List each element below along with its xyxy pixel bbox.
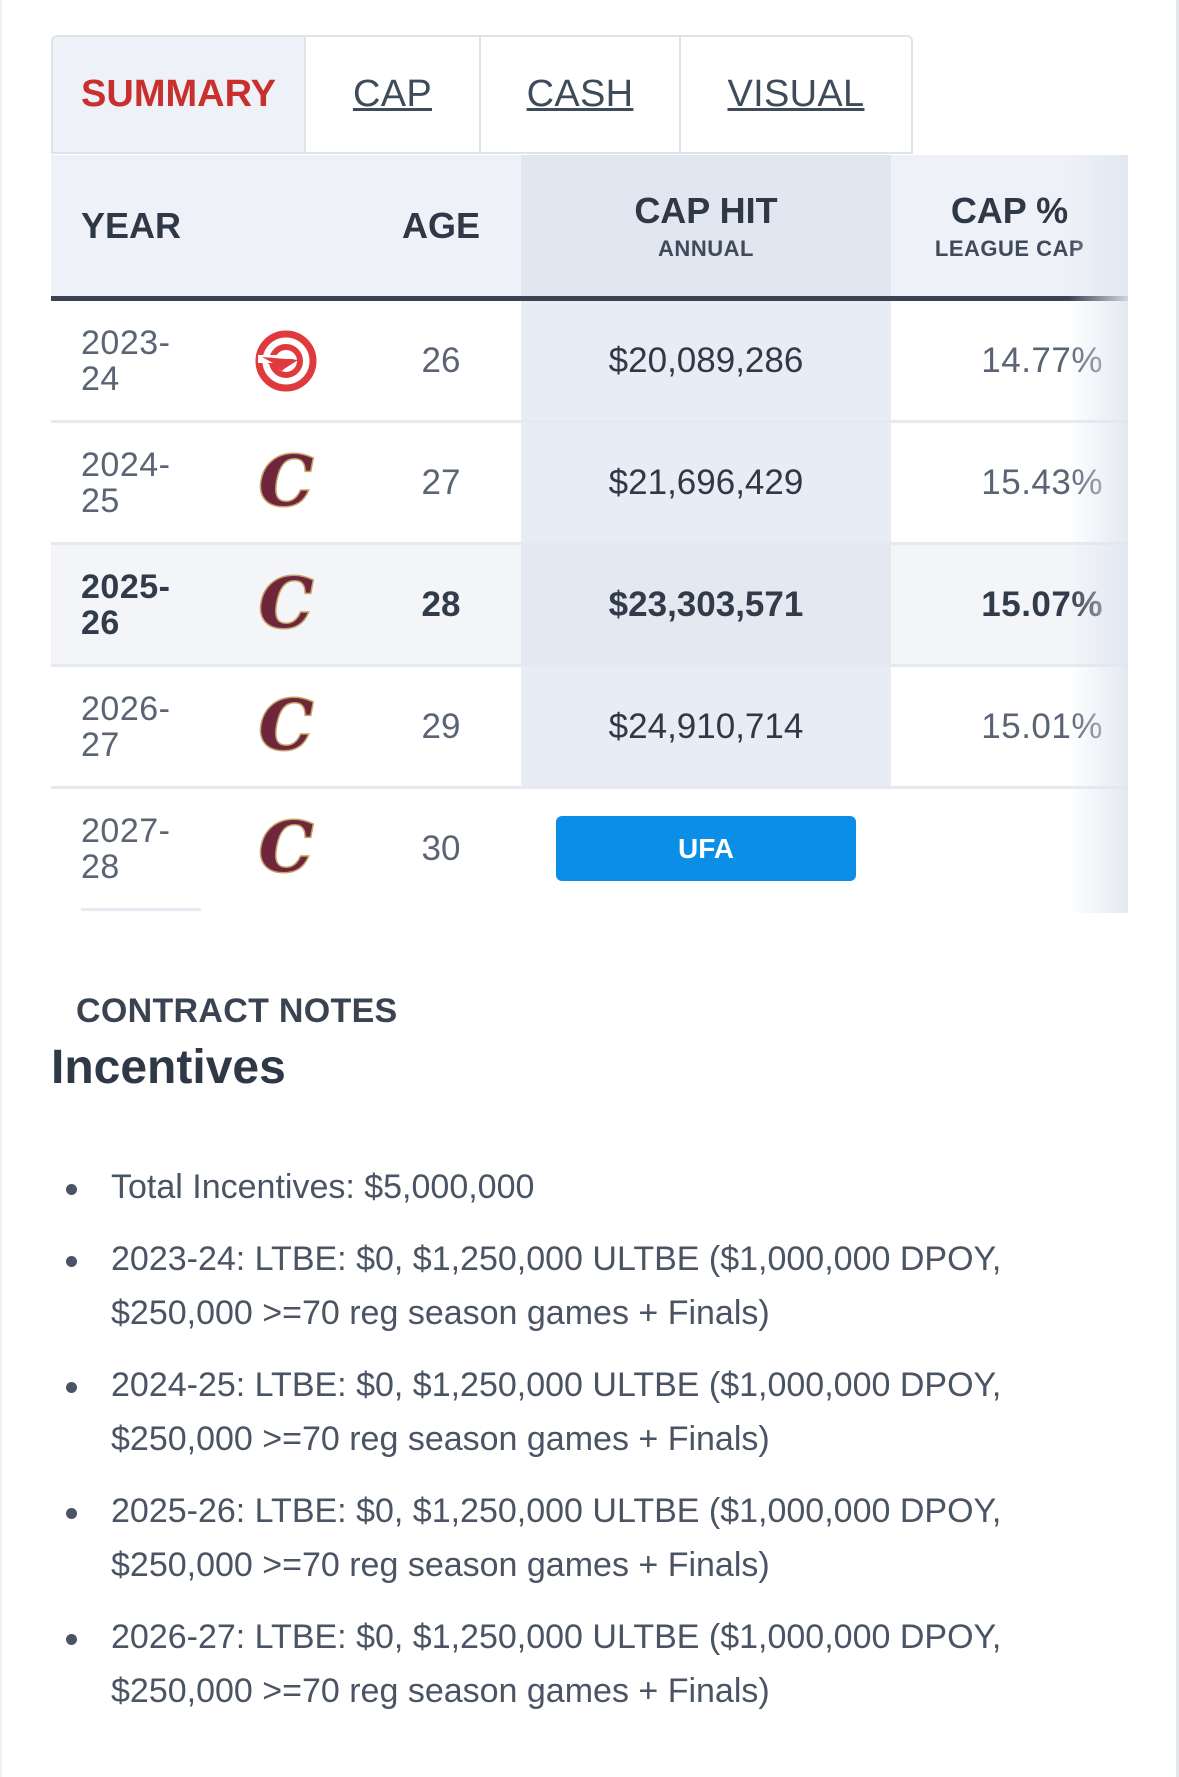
row-cap-pct: 15.43% xyxy=(891,423,1128,542)
cap-pct-header-sub: LEAGUE CAP xyxy=(935,236,1084,262)
list-item-text: Total Incentives: $5,000,000 xyxy=(111,1168,534,1206)
row-cap-pct: 14.77% xyxy=(891,301,1128,420)
row-cap-pct: 15.07% xyxy=(891,545,1128,664)
cap-pct-header-label: CAP % xyxy=(951,190,1068,232)
row-cap-hit-cell: UFA xyxy=(521,789,891,908)
tab-visual[interactable]: VISUAL xyxy=(681,37,911,152)
row-age: 29 xyxy=(371,667,511,786)
row-age: 27 xyxy=(371,423,511,542)
cap-hit-header-sub: ANNUAL xyxy=(658,236,754,262)
list-item: 2026-27: LTBE: $0, $1,250,000 ULTBE ($1,… xyxy=(51,1610,1061,1718)
row-cap-hit: $24,910,714 xyxy=(521,667,891,786)
cavaliers-logo-icon: C xyxy=(246,789,326,908)
year-column-header: YEAR xyxy=(81,155,181,296)
cap-hit-header-label: CAP HIT xyxy=(634,190,777,232)
cap-pct-column-header[interactable]: CAP % LEAGUE CAP xyxy=(891,155,1128,296)
incentives-list: Total Incentives: $5,000,000 2023-24: LT… xyxy=(51,1160,1061,1736)
bullet-icon xyxy=(66,1508,77,1519)
tab-bar: SUMMARY CAP CASH VISUAL xyxy=(51,35,913,154)
list-item-text: 2023-24: LTBE: $0, $1,250,000 ULTBE ($1,… xyxy=(111,1240,1001,1332)
contract-notes-label: CONTRACT NOTES xyxy=(76,992,398,1031)
row-year: 2027-28 xyxy=(81,789,201,911)
hawks-logo-icon xyxy=(246,301,326,420)
age-column-header: AGE xyxy=(371,155,511,296)
cavaliers-logo-icon: C xyxy=(246,667,326,786)
age-header-label: AGE xyxy=(402,205,480,247)
row-age: 26 xyxy=(371,301,511,420)
row-age: 28 xyxy=(371,545,511,664)
table-row: 2026-27 C 29 $24,910,714 15.01% xyxy=(51,667,1128,789)
tab-cash[interactable]: CASH xyxy=(481,37,681,152)
table-row: 2023-24 26 $20,089,286 14.77% xyxy=(51,301,1128,423)
table-header: YEAR AGE CAP HIT ANNUAL CAP % LEAGUE CAP xyxy=(51,155,1128,301)
left-edge xyxy=(0,0,2,1777)
cavaliers-logo-icon: C xyxy=(246,423,326,542)
row-age: 30 xyxy=(371,789,511,908)
bullet-icon xyxy=(66,1256,77,1267)
contract-table: YEAR AGE CAP HIT ANNUAL CAP % LEAGUE CAP… xyxy=(51,155,1128,911)
row-cap-pct: 15.01% xyxy=(891,667,1128,786)
list-item-text: 2025-26: LTBE: $0, $1,250,000 ULTBE ($1,… xyxy=(111,1492,1001,1584)
row-cap-hit: $23,303,571 xyxy=(521,545,891,664)
row-year: 2025-26 xyxy=(81,545,201,664)
year-header-label: YEAR xyxy=(81,205,181,247)
row-cap-hit: $21,696,429 xyxy=(521,423,891,542)
ufa-badge-button[interactable]: UFA xyxy=(556,816,856,881)
row-year: 2024-25 xyxy=(81,423,201,542)
bullet-icon xyxy=(66,1184,77,1195)
row-cap-hit: $20,089,286 xyxy=(521,301,891,420)
list-item-text: 2024-25: LTBE: $0, $1,250,000 ULTBE ($1,… xyxy=(111,1366,1001,1458)
cap-hit-column-header[interactable]: CAP HIT ANNUAL xyxy=(521,155,891,296)
bullet-icon xyxy=(66,1382,77,1393)
bullet-icon xyxy=(66,1634,77,1645)
cavaliers-logo-icon: C xyxy=(246,545,326,664)
list-item-text: 2026-27: LTBE: $0, $1,250,000 ULTBE ($1,… xyxy=(111,1618,1001,1710)
list-item: 2023-24: LTBE: $0, $1,250,000 ULTBE ($1,… xyxy=(51,1232,1061,1340)
incentives-title: Incentives xyxy=(51,1040,286,1095)
table-row: 2024-25 C 27 $21,696,429 15.43% xyxy=(51,423,1128,545)
svg-text:C: C xyxy=(259,817,313,881)
list-item: 2025-26: LTBE: $0, $1,250,000 ULTBE ($1,… xyxy=(51,1484,1061,1592)
list-item: 2024-25: LTBE: $0, $1,250,000 ULTBE ($1,… xyxy=(51,1358,1061,1466)
list-item: Total Incentives: $5,000,000 xyxy=(51,1160,1061,1214)
svg-text:C: C xyxy=(259,695,313,759)
tab-summary[interactable]: SUMMARY xyxy=(53,37,306,152)
svg-text:C: C xyxy=(259,451,313,515)
row-year: 2026-27 xyxy=(81,667,201,786)
table-row: 2027-28 C 30 UFA xyxy=(51,789,1128,911)
row-year: 2023-24 xyxy=(81,301,201,420)
table-row-current: 2025-26 C 28 $23,303,571 15.07% xyxy=(51,545,1128,667)
svg-text:C: C xyxy=(259,573,313,637)
tab-cap[interactable]: CAP xyxy=(306,37,481,152)
